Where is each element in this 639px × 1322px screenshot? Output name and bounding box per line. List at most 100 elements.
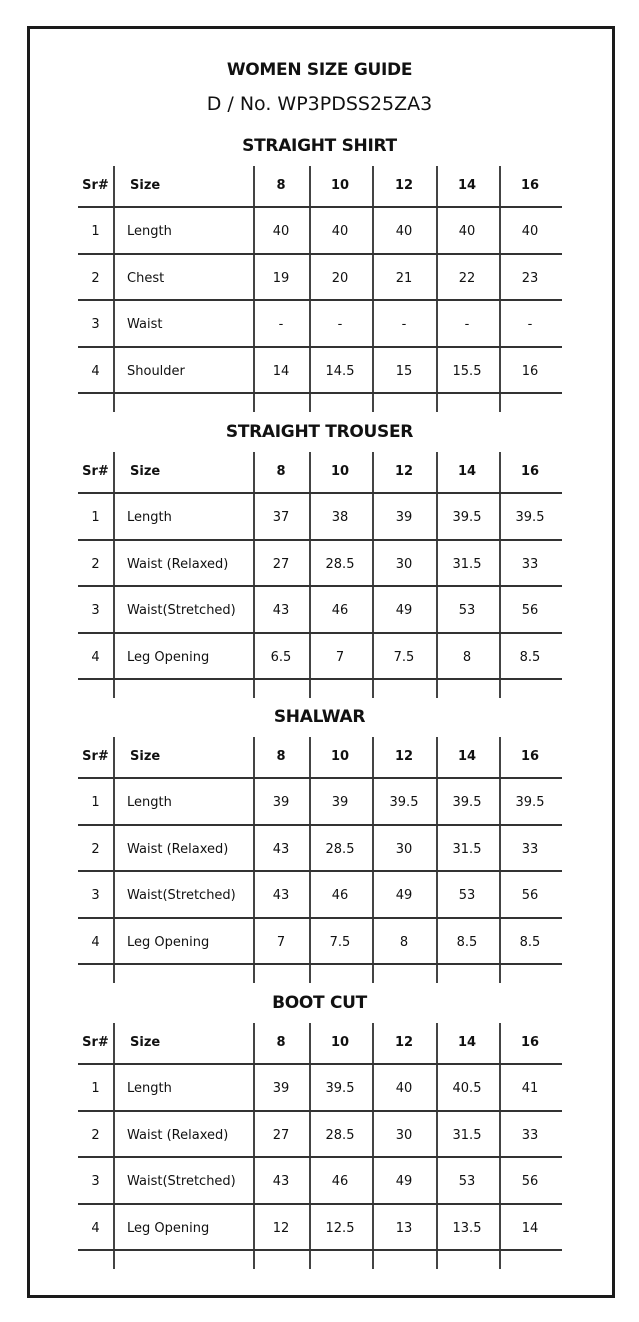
row-divider xyxy=(78,538,562,541)
section-title: SHALWAR xyxy=(273,707,366,727)
row-sr: 1 xyxy=(91,795,100,810)
row-value: 40 xyxy=(331,224,349,239)
row-value: 30 xyxy=(395,841,413,857)
row-sr: 3 xyxy=(91,317,100,332)
row-divider xyxy=(78,1063,562,1065)
header-size-12: 12 xyxy=(394,178,414,193)
row-value: 37 xyxy=(272,510,290,525)
row-measurement: Length xyxy=(127,224,172,239)
row-value: 7 xyxy=(335,649,345,665)
column-divider xyxy=(253,1023,255,1269)
column-divider xyxy=(253,737,255,983)
row-value: 33 xyxy=(521,1127,539,1143)
row-value: 15.5 xyxy=(452,363,482,379)
row-value: 39.5 xyxy=(515,795,545,810)
row-value: 13.5 xyxy=(452,1220,482,1236)
row-measurement: Waist (Relaxed) xyxy=(127,556,229,572)
row-measurement: Waist(Stretched) xyxy=(127,603,236,618)
row-value: 39.5 xyxy=(515,510,545,525)
row-value: 28.5 xyxy=(325,841,355,857)
row-value: 39.5 xyxy=(452,795,482,810)
row-value: 56 xyxy=(521,1174,539,1189)
row-value: 7.5 xyxy=(393,649,415,665)
row-divider xyxy=(78,870,562,872)
row-value: 8.5 xyxy=(519,649,541,665)
row-value: 40 xyxy=(521,224,539,239)
row-value: 46 xyxy=(331,1174,349,1189)
column-divider xyxy=(113,452,115,698)
row-value: 14 xyxy=(521,1220,539,1236)
row-value: 8.5 xyxy=(456,934,478,950)
row-value: 21 xyxy=(395,270,413,286)
size-table-section: STRAIGHT TROUSER Sr# Size 8 10 12 14 16 1 Length 3… xyxy=(0,422,639,713)
row-divider xyxy=(78,585,562,587)
header-size-16: 16 xyxy=(520,1035,540,1050)
column-divider xyxy=(372,452,374,698)
row-value: 43 xyxy=(272,603,290,618)
header-sr: Sr# xyxy=(82,749,109,764)
row-divider xyxy=(78,492,562,494)
row-value: 43 xyxy=(272,888,290,903)
column-divider xyxy=(113,737,115,983)
row-value: 43 xyxy=(272,1174,290,1189)
size-guide-frame xyxy=(27,26,615,1298)
column-divider xyxy=(113,166,115,412)
header-size-8: 8 xyxy=(276,1035,286,1050)
header-size-8: 8 xyxy=(276,749,286,764)
row-value: 14 xyxy=(272,363,290,379)
column-divider xyxy=(499,166,501,412)
row-value: - xyxy=(278,317,284,332)
column-divider xyxy=(253,166,255,412)
row-measurement: Leg Opening xyxy=(127,934,210,950)
row-value: 8 xyxy=(399,934,409,950)
header-size-10: 10 xyxy=(330,1035,350,1050)
row-sr: 1 xyxy=(91,510,100,525)
column-divider xyxy=(436,1023,438,1269)
row-divider xyxy=(78,345,562,348)
row-sr: 2 xyxy=(91,270,100,286)
row-value: 39 xyxy=(272,1081,290,1096)
row-sr: 4 xyxy=(91,363,100,379)
column-divider xyxy=(436,737,438,983)
row-sr: 4 xyxy=(91,649,100,665)
row-measurement: Length xyxy=(127,795,172,810)
row-value: - xyxy=(401,317,407,332)
header-sr: Sr# xyxy=(82,464,109,479)
row-measurement: Leg Opening xyxy=(127,1220,210,1236)
row-sr: 1 xyxy=(91,1081,100,1096)
row-value: 53 xyxy=(458,1174,476,1189)
size-table-section: SHALWAR Sr# Size 8 10 12 14 16 1 Length 39 39 39.5 39… xyxy=(0,707,639,998)
header-size-14: 14 xyxy=(457,178,477,193)
size-table-section: BOOT CUT Sr# Size 8 10 12 14 16 1 Length 39 39.5 40 4… xyxy=(0,993,639,1284)
row-value: 30 xyxy=(395,556,413,572)
header-size-16: 16 xyxy=(520,178,540,193)
row-measurement: Waist (Relaxed) xyxy=(127,841,229,857)
row-measurement: Length xyxy=(127,510,172,525)
row-value: 40 xyxy=(458,224,476,239)
header-size-8: 8 xyxy=(276,464,286,479)
row-value: - xyxy=(337,317,343,332)
row-value: 40 xyxy=(395,224,413,239)
row-value: 23 xyxy=(521,270,539,286)
column-divider xyxy=(372,737,374,983)
row-value: 30 xyxy=(395,1127,413,1143)
row-value: 39 xyxy=(331,795,349,810)
header-size-12: 12 xyxy=(394,464,414,479)
row-divider xyxy=(78,916,562,919)
row-value: 38 xyxy=(331,510,349,525)
column-divider xyxy=(499,452,501,698)
row-divider xyxy=(78,1202,562,1205)
column-divider xyxy=(253,452,255,698)
row-divider xyxy=(78,963,562,965)
header-size-14: 14 xyxy=(457,464,477,479)
row-value: 13 xyxy=(395,1220,413,1236)
row-value: 7.5 xyxy=(329,934,351,950)
row-divider xyxy=(78,252,562,255)
row-measurement: Chest xyxy=(127,270,165,286)
row-value: 22 xyxy=(458,270,476,286)
row-value: 19 xyxy=(272,270,290,286)
row-value: 39.5 xyxy=(325,1081,355,1096)
header-size-12: 12 xyxy=(394,749,414,764)
row-sr: 1 xyxy=(91,224,100,239)
row-value: 28.5 xyxy=(325,556,355,572)
